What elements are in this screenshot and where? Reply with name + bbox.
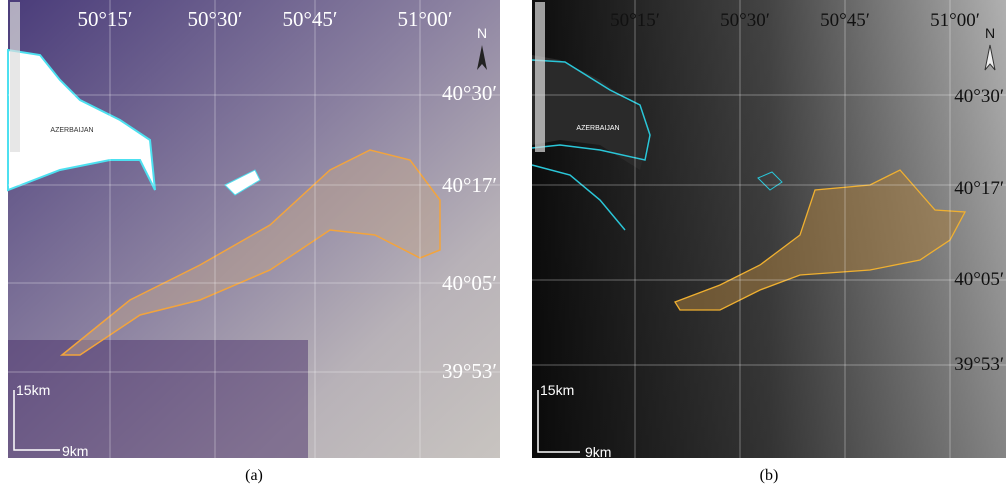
longitude-label: 51°00′ (398, 7, 453, 31)
longitude-label: 50°45′ (820, 10, 870, 31)
north-label: N (477, 25, 487, 41)
north-label: N (985, 25, 995, 41)
latitude-label: 40°30′ (954, 86, 1004, 107)
latitude-label: 40°05′ (442, 271, 497, 295)
scale-vertical-label: 15km (540, 382, 574, 398)
latitude-label: 40°05′ (954, 269, 1004, 290)
latitude-label: 39°53′ (954, 354, 1004, 375)
toolbar[interactable] (535, 2, 545, 152)
dark-water (8, 340, 308, 458)
country-label: AZERBAIJAN (50, 127, 93, 134)
longitude-label: 50°30′ (720, 10, 770, 31)
latitude-label: 40°30′ (442, 81, 497, 105)
caption: (b) (760, 467, 779, 484)
scale-horizontal-label: 9km (585, 444, 611, 460)
latitude-label: 40°17′ (442, 173, 497, 197)
longitude-label: 50°15′ (610, 10, 660, 31)
longitude-label: 50°30′ (188, 7, 243, 31)
scale-horizontal-label: 9km (62, 443, 88, 459)
latitude-label: 39°53′ (442, 359, 497, 383)
figure: 50°15′ 50°30′ 50°45′ 51°00′ 40°30′ 40°17′ 40°0… (0, 0, 1006, 488)
panel-a (8, 0, 500, 458)
page: 50°15′ 50°30′ 50°45′ 51°00′ 40°30′ 40°17′ 40°0… (0, 0, 1006, 488)
longitude-label: 50°45′ (283, 7, 338, 31)
longitude-label: 51°00′ (930, 10, 980, 31)
latitude-label: 40°17′ (954, 178, 1004, 199)
country-label: AZERBAIJAN (576, 125, 619, 132)
caption: (a) (245, 467, 263, 484)
panel-b (532, 0, 1006, 458)
scale-vertical-label: 15km (16, 382, 50, 398)
longitude-label: 50°15′ (78, 7, 133, 31)
toolbar[interactable] (10, 2, 20, 152)
